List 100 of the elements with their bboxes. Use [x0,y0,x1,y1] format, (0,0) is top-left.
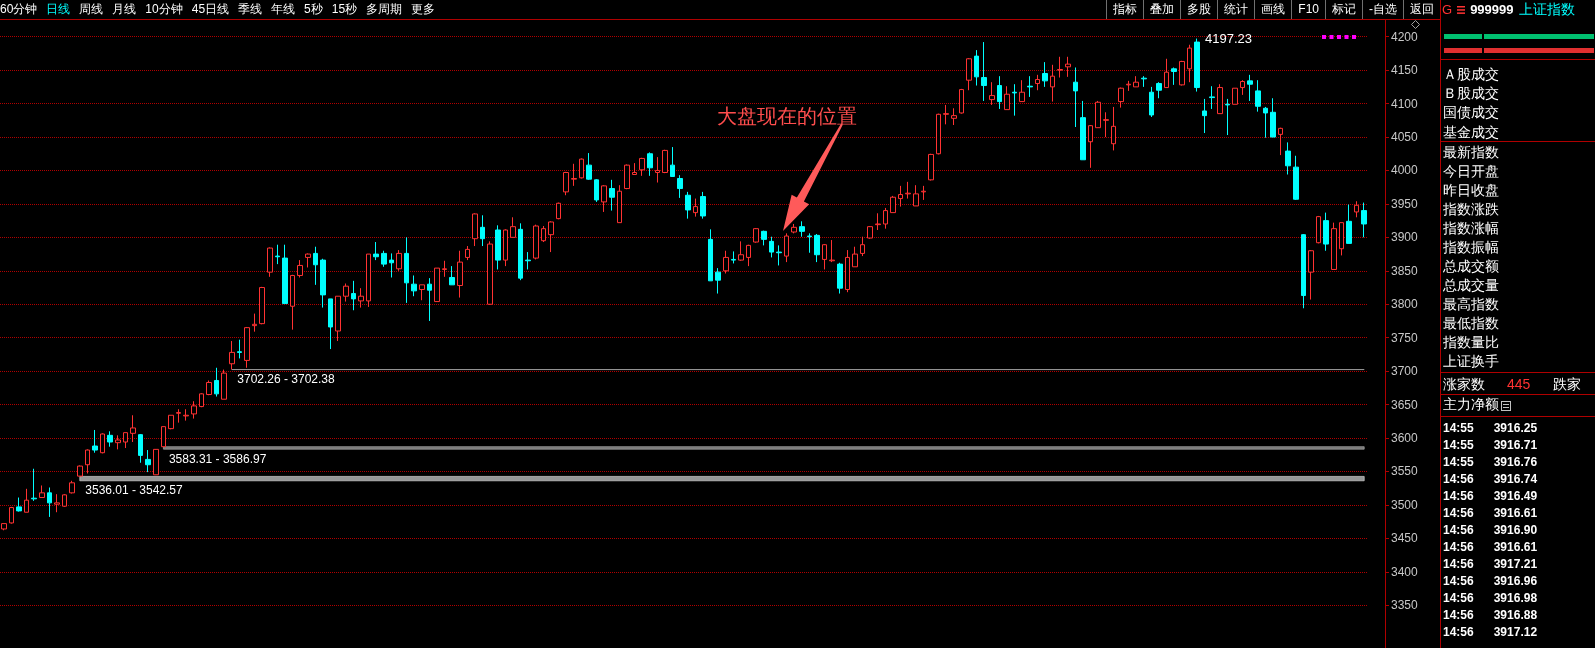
text: 返回 [1403,0,1440,19]
text: 周线 [79,1,104,18]
text: 5秒 [304,1,323,18]
y-tick-label: 3450 [1391,531,1419,546]
candlestick [708,228,713,282]
candlestick [1,523,7,531]
candlestick [449,265,455,286]
candlestick [1194,38,1200,93]
candlestick [168,414,174,430]
candlestick [700,191,706,220]
candlestick [320,258,326,309]
candlestick [1354,200,1359,218]
candlestick [107,430,113,448]
candlestick [1240,79,1245,96]
candlestick [928,153,934,182]
candlestick [366,253,371,308]
candlestick [1255,79,1261,113]
candlestick [579,157,584,179]
text: 季线 [238,1,263,18]
candlestick [92,429,98,454]
candlestick [860,236,865,257]
candlestick [799,220,805,238]
candlestick [1331,222,1337,270]
text: 昨日收盘 [1443,182,1499,200]
candlestick [563,171,569,196]
text: Ｂ股成交 [1443,85,1499,103]
text: 多股 [1180,0,1218,19]
candlestick [1308,249,1314,301]
candlestick [1179,60,1185,87]
text: 指数涨跌 [1443,201,1499,219]
candlestick [921,185,926,201]
text: 14:56 3916.61 [1442,539,1539,556]
text: 60分钟 [0,1,38,18]
candlestick [875,212,881,231]
annotation: 4197.23 [1205,31,1252,47]
text: 多周期 [366,1,403,18]
candlestick [959,88,964,115]
y-tick-label: 3950 [1391,196,1419,211]
text: 14:56 3917.12 [1442,624,1539,641]
text: 今日开盘 [1443,163,1499,181]
candlestick [130,414,136,443]
candlestick [351,280,356,311]
candlestick [974,49,979,87]
text: 14:56 3916.90 [1442,522,1539,539]
candlestick [259,286,265,325]
text: Ａ股成交 [1443,66,1499,84]
candlestick [525,251,531,270]
text: 指标 [1106,0,1144,19]
text: 统计 [1217,0,1255,19]
candlestick [586,152,592,181]
candlestick [9,506,14,525]
candlestick [943,104,949,125]
candlestick [396,249,402,272]
candlestick [313,246,318,286]
candlestick [115,434,121,450]
candlestick [624,163,630,190]
candlestick [1209,85,1215,110]
candlestick [814,233,820,263]
candlestick [662,149,668,174]
text: 基金成交 [1443,124,1499,142]
text: 14:55 3916.25 [1442,420,1539,437]
candlestick [427,277,432,322]
candlestick [1065,56,1071,78]
candlestick [343,283,349,303]
candlestick [1270,97,1276,138]
text: 主力净额 [1443,396,1499,414]
candlestick [1027,75,1033,98]
y-tick-label: 4100 [1391,96,1419,111]
candlestick [297,259,303,278]
text: 日线 [46,1,71,18]
candlestick [16,497,22,513]
candlestick [1187,44,1192,83]
candlestick [358,287,364,309]
candlestick [845,249,850,293]
y-tick-label: 3650 [1391,397,1419,412]
text: 14:56 3916.61 [1442,505,1539,522]
candlestick [1073,66,1078,128]
candlestick [1156,81,1162,99]
candlestick [1263,106,1268,139]
candlestick [183,408,189,422]
candlestick [594,178,599,203]
candlestick [1361,202,1367,238]
y-tick-label: 3350 [1391,598,1419,613]
text: 14:56 3916.98 [1442,590,1539,607]
candlestick [1080,100,1086,161]
text: 最新指数 [1443,144,1499,162]
candlestick [373,241,379,261]
candlestick [1004,85,1010,111]
text: 月线 [112,1,137,18]
candlestick [480,214,485,247]
candlestick [199,392,204,408]
candlestick [62,493,67,508]
candlestick [693,198,698,218]
text: 指数量比 [1443,334,1499,352]
candlestick [1057,56,1063,79]
candlestick [791,223,797,234]
candlestick [1247,74,1253,102]
candlestick [1293,155,1299,201]
text: 最低指数 [1443,315,1499,333]
annotation: 大盘现在的位置 [717,105,857,127]
